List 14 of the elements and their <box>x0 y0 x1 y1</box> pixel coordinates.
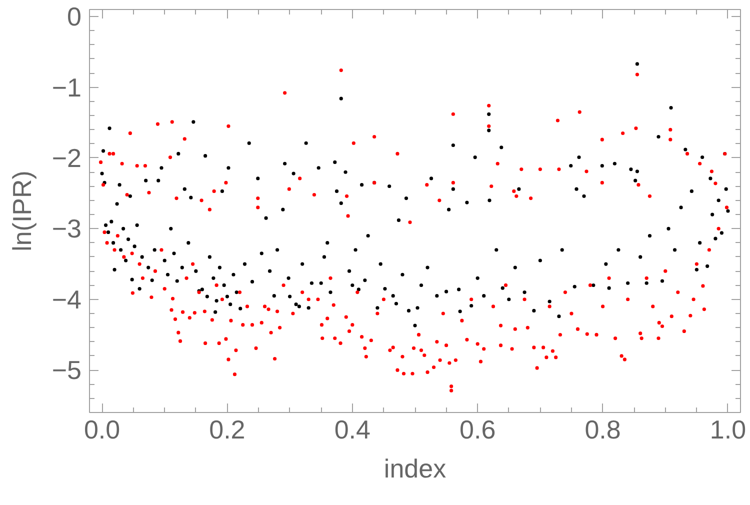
y-tick-label: −3 <box>52 214 82 244</box>
y-tick-label: 0 <box>67 2 82 32</box>
y-axis-title: ln(IPR) <box>6 170 37 252</box>
x-tick-label: 0.0 <box>84 414 120 444</box>
x-tick-label: 1.0 <box>710 414 746 444</box>
x-tick-label: 0.4 <box>334 414 370 444</box>
y-tick-label: −1 <box>52 72 82 102</box>
x-tick-label: 0.6 <box>460 414 496 444</box>
x-tick-label: 0.2 <box>209 414 246 444</box>
y-tick-label: −5 <box>52 355 82 386</box>
x-axis-title: index <box>384 454 446 484</box>
x-tick-label: 0.8 <box>584 414 621 444</box>
y-tick-label: −2 <box>52 142 82 173</box>
y-tick-label: −4 <box>52 284 82 314</box>
